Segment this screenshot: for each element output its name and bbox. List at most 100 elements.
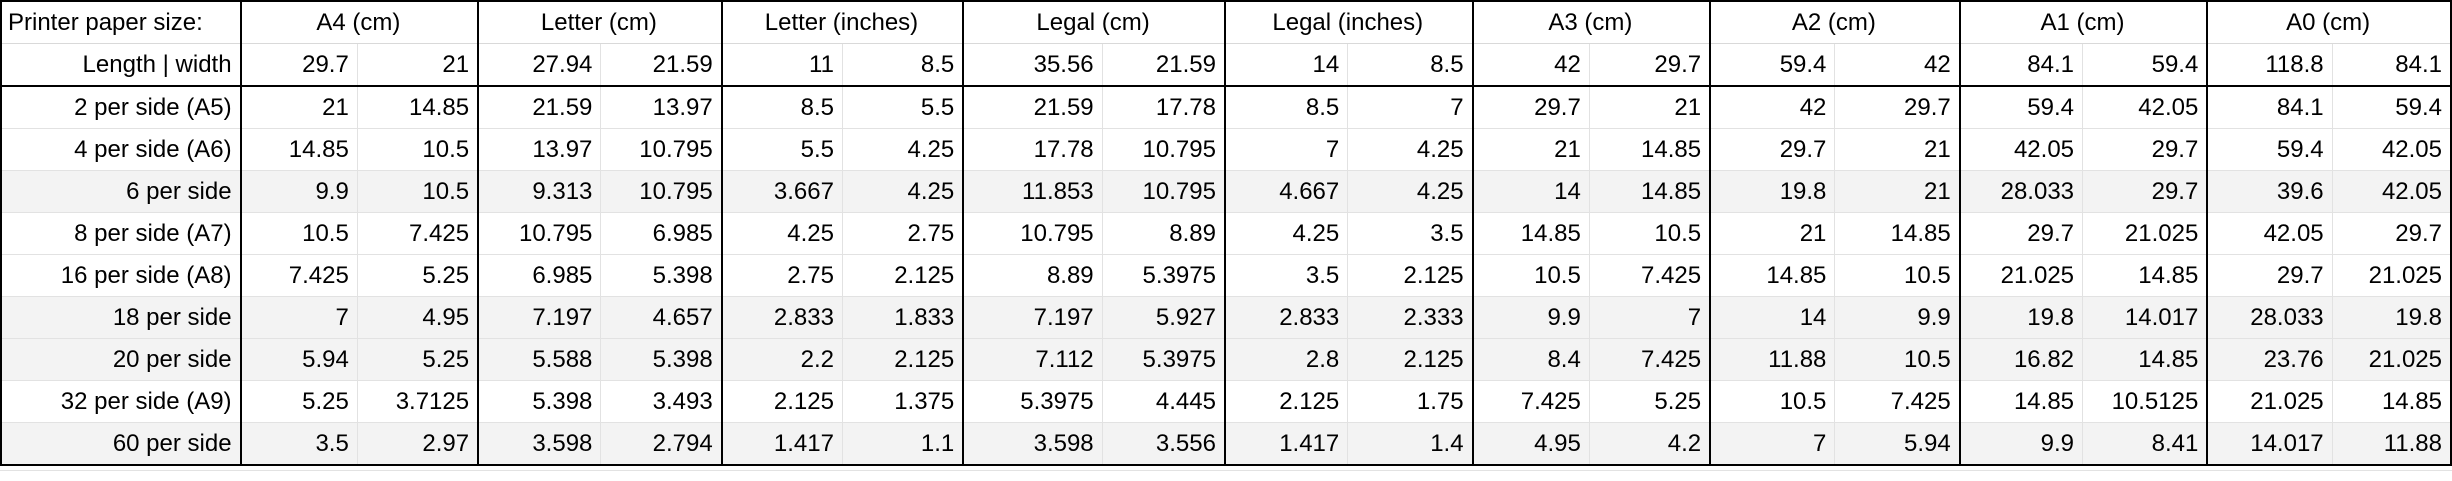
length-value-cell[interactable]: 39.6: [2207, 170, 2333, 213]
width-value-cell[interactable]: 21: [1834, 128, 1961, 171]
length-value-cell[interactable]: 7.112: [963, 338, 1103, 381]
length-value-cell[interactable]: 14.85: [1959, 380, 2084, 423]
length-value-cell[interactable]: 10.795: [478, 212, 602, 255]
paper-size-header-cell[interactable]: Legal (cm): [963, 0, 1226, 44]
length-value-cell[interactable]: 7: [1224, 128, 1349, 171]
width-cell[interactable]: 42: [1834, 43, 1961, 87]
length-value-cell[interactable]: 14.85: [240, 128, 358, 171]
length-cell[interactable]: 84.1: [1959, 43, 2084, 87]
length-cell[interactable]: 118.8: [2207, 43, 2333, 87]
width-cell[interactable]: 8.5: [842, 43, 965, 87]
length-value-cell[interactable]: 7.197: [478, 296, 602, 339]
row-label-cell[interactable]: 8 per side (A7): [0, 212, 242, 255]
length-value-cell[interactable]: 28.033: [2207, 296, 2333, 339]
length-value-cell[interactable]: 21.59: [478, 86, 602, 129]
width-value-cell[interactable]: 10.5: [1834, 254, 1961, 297]
length-value-cell[interactable]: 1.417: [721, 422, 843, 466]
row-label-cell[interactable]: 20 per side: [0, 338, 242, 381]
length-value-cell[interactable]: 7.425: [240, 254, 358, 297]
length-value-cell[interactable]: 21: [240, 86, 358, 129]
row-label-cell[interactable]: 18 per side: [0, 296, 242, 339]
width-value-cell[interactable]: 21.025: [2332, 338, 2452, 381]
width-value-cell[interactable]: 29.7: [2332, 212, 2452, 255]
width-value-cell[interactable]: 10.5: [357, 128, 480, 171]
width-value-cell[interactable]: 7.425: [1589, 338, 1712, 381]
width-cell[interactable]: 59.4: [2082, 43, 2209, 87]
length-value-cell[interactable]: 4.25: [721, 212, 843, 255]
length-value-cell[interactable]: 7.197: [963, 296, 1103, 339]
width-value-cell[interactable]: 7: [1347, 86, 1474, 129]
length-value-cell[interactable]: 10.5: [240, 212, 358, 255]
length-value-cell[interactable]: 5.588: [478, 338, 602, 381]
length-value-cell[interactable]: 21: [1472, 128, 1590, 171]
length-value-cell[interactable]: 9.9: [1959, 422, 2084, 466]
length-value-cell[interactable]: 59.4: [1959, 86, 2084, 129]
width-value-cell[interactable]: 2.125: [842, 338, 965, 381]
row-label-cell[interactable]: 16 per side (A8): [0, 254, 242, 297]
length-value-cell[interactable]: 59.4: [2207, 128, 2333, 171]
length-value-cell[interactable]: 84.1: [2207, 86, 2333, 129]
width-value-cell[interactable]: 10.795: [1102, 128, 1226, 171]
paper-size-header-cell[interactable]: A4 (cm): [240, 0, 480, 44]
paper-size-header-cell[interactable]: A2 (cm): [1710, 0, 1961, 44]
width-value-cell[interactable]: 8.41: [2082, 422, 2209, 466]
length-value-cell[interactable]: 3.5: [1224, 254, 1349, 297]
length-cell[interactable]: 11: [721, 43, 843, 87]
length-value-cell[interactable]: 4.667: [1224, 170, 1349, 213]
length-value-cell[interactable]: 7: [240, 296, 358, 339]
paper-size-header-cell[interactable]: Letter (cm): [478, 0, 723, 44]
length-value-cell[interactable]: 14: [1472, 170, 1590, 213]
length-value-cell[interactable]: 8.5: [721, 86, 843, 129]
length-cell[interactable]: 59.4: [1710, 43, 1836, 87]
length-value-cell[interactable]: 8.5: [1224, 86, 1349, 129]
length-value-cell[interactable]: 42.05: [1959, 128, 2084, 171]
width-value-cell[interactable]: 14.017: [2082, 296, 2209, 339]
width-value-cell[interactable]: 11.88: [2332, 422, 2452, 466]
length-value-cell[interactable]: 19.8: [1710, 170, 1836, 213]
width-value-cell[interactable]: 2.125: [1347, 254, 1474, 297]
length-value-cell[interactable]: 3.598: [478, 422, 602, 466]
length-value-cell[interactable]: 6.985: [478, 254, 602, 297]
length-value-cell[interactable]: 11.88: [1710, 338, 1836, 381]
width-value-cell[interactable]: 29.7: [2082, 170, 2209, 213]
width-value-cell[interactable]: 2.97: [357, 422, 480, 466]
width-value-cell[interactable]: 5.398: [600, 338, 723, 381]
width-value-cell[interactable]: 1.75: [1347, 380, 1474, 423]
width-value-cell[interactable]: 4.95: [357, 296, 480, 339]
width-value-cell[interactable]: 3.493: [600, 380, 723, 423]
width-value-cell[interactable]: 5.3975: [1102, 338, 1226, 381]
width-value-cell[interactable]: 7.425: [1589, 254, 1712, 297]
width-value-cell[interactable]: 14.85: [1589, 128, 1712, 171]
length-value-cell[interactable]: 29.7: [1959, 212, 2084, 255]
width-value-cell[interactable]: 10.795: [600, 128, 723, 171]
length-value-cell[interactable]: 21.59: [963, 86, 1103, 129]
width-value-cell[interactable]: 10.5125: [2082, 380, 2209, 423]
width-value-cell[interactable]: 4.25: [842, 170, 965, 213]
length-value-cell[interactable]: 23.76: [2207, 338, 2333, 381]
width-value-cell[interactable]: 7: [1589, 296, 1712, 339]
width-value-cell[interactable]: 42.05: [2332, 128, 2452, 171]
length-value-cell[interactable]: 2.8: [1224, 338, 1349, 381]
length-value-cell[interactable]: 1.417: [1224, 422, 1349, 466]
dimensions-label-cell[interactable]: Length | width: [0, 43, 242, 87]
width-value-cell[interactable]: 14.85: [357, 86, 480, 129]
length-value-cell[interactable]: 3.667: [721, 170, 843, 213]
width-value-cell[interactable]: 14.85: [2332, 380, 2452, 423]
length-value-cell[interactable]: 4.95: [1472, 422, 1590, 466]
width-value-cell[interactable]: 17.78: [1102, 86, 1226, 129]
width-value-cell[interactable]: 10.5: [1834, 338, 1961, 381]
width-value-cell[interactable]: 59.4: [2332, 86, 2452, 129]
length-value-cell[interactable]: 2.833: [1224, 296, 1349, 339]
width-value-cell[interactable]: 10.795: [600, 170, 723, 213]
length-value-cell[interactable]: 13.97: [478, 128, 602, 171]
length-value-cell[interactable]: 28.033: [1959, 170, 2084, 213]
width-value-cell[interactable]: 5.3975: [1102, 254, 1226, 297]
width-cell[interactable]: 21.59: [1102, 43, 1226, 87]
length-value-cell[interactable]: 8.4: [1472, 338, 1590, 381]
width-value-cell[interactable]: 1.4: [1347, 422, 1474, 466]
width-value-cell[interactable]: 3.5: [1347, 212, 1474, 255]
width-value-cell[interactable]: 4.657: [600, 296, 723, 339]
width-value-cell[interactable]: 5.25: [357, 254, 480, 297]
row-label-cell[interactable]: 32 per side (A9): [0, 380, 242, 423]
length-value-cell[interactable]: 7: [1710, 422, 1836, 466]
